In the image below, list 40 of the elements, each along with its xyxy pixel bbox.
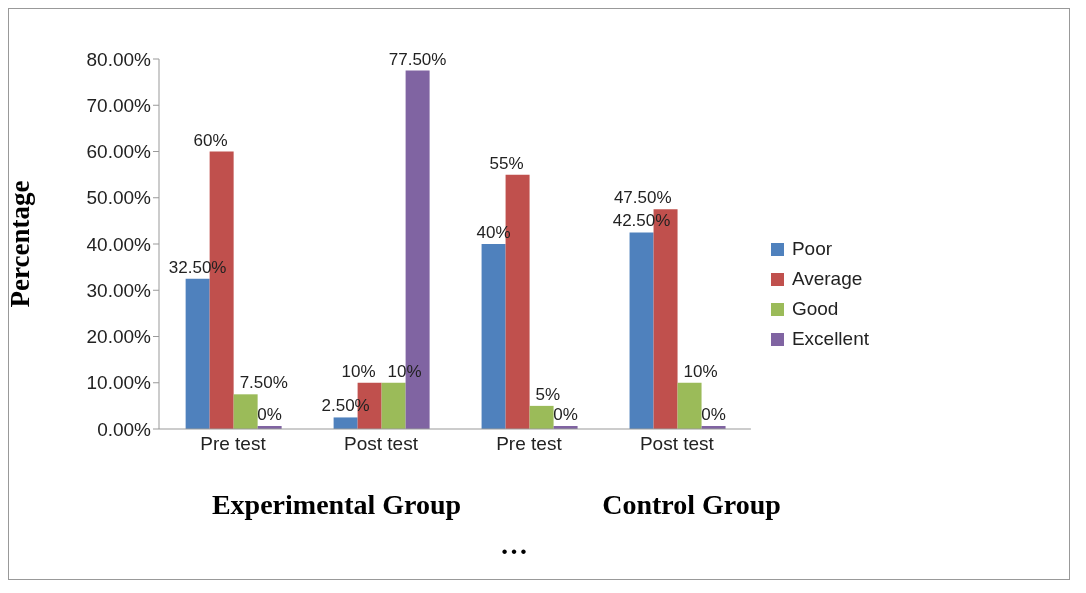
data-label: 55% [489, 153, 524, 173]
text: Control Group [601, 489, 782, 521]
data-label: 7.50% [239, 373, 288, 393]
y-tick-label: 20.00% [86, 326, 152, 348]
y-tick-label: 0.00% [97, 418, 152, 440]
y-axis-title: Percentage [4, 180, 35, 308]
data-label: 10% [341, 361, 376, 381]
bar [185, 278, 210, 429]
bar [481, 244, 506, 429]
x-tick-label: Post test [344, 433, 419, 455]
legend-label: Poor [790, 237, 834, 261]
bar [629, 232, 654, 429]
y-tick-label: 40.00% [86, 233, 152, 255]
x-tick-label: Pre test [200, 433, 267, 455]
data-label: 77.50% [388, 49, 447, 69]
data-label: 0% [257, 405, 282, 424]
data-label: 5% [535, 384, 561, 404]
bar [233, 394, 258, 429]
bar [381, 382, 406, 429]
y-tick-label: 80.00% [86, 48, 152, 70]
data-label: 10% [683, 361, 718, 381]
data-label: 47.50% [613, 188, 672, 208]
data-label: 0% [701, 405, 726, 424]
legend-label: Average [790, 267, 864, 291]
text: Experimental Group [210, 489, 463, 521]
text: … [499, 529, 529, 561]
legend-label: Excellent [790, 327, 869, 351]
legend-label: Good [790, 297, 840, 321]
x-tick-label: Post test [639, 433, 715, 455]
data-label: 0% [553, 405, 578, 424]
bar [529, 405, 554, 429]
y-tick-label: 30.00% [86, 279, 152, 301]
y-tick-label: 60.00% [86, 141, 152, 163]
y-tick-label: 50.00% [86, 187, 152, 209]
x-tick-label: Pre test [496, 433, 563, 455]
y-tick-label: 10.00% [86, 372, 152, 394]
data-label: 60% [193, 130, 228, 150]
y-tick-label: 70.00% [86, 95, 152, 116]
bar [677, 382, 702, 429]
bar [333, 417, 358, 429]
